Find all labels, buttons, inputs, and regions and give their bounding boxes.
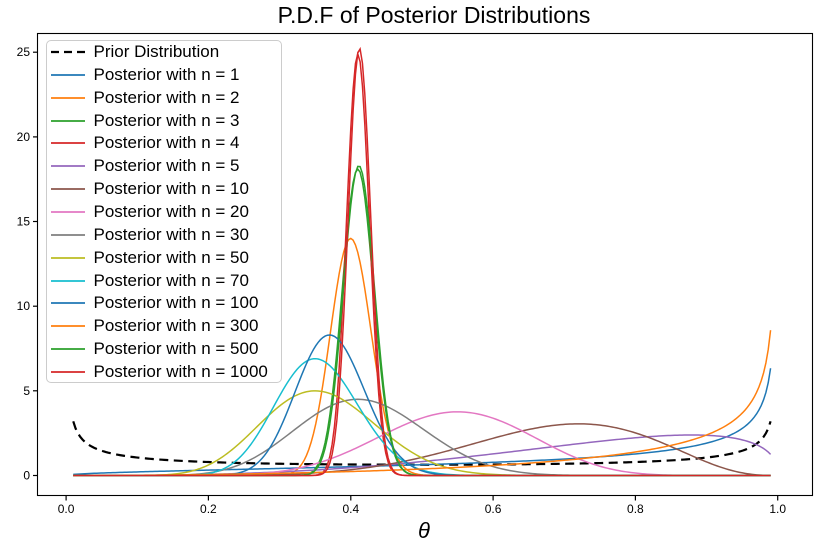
svg-text:1.0: 1.0 — [769, 502, 786, 516]
svg-text:25: 25 — [17, 45, 31, 59]
svg-text:0.6: 0.6 — [485, 502, 502, 516]
svg-text:0.2: 0.2 — [200, 502, 217, 516]
svg-text:0: 0 — [23, 469, 30, 483]
svg-text:0.8: 0.8 — [627, 502, 644, 516]
svg-text:10: 10 — [17, 299, 31, 313]
svg-text:0.0: 0.0 — [58, 502, 75, 516]
svg-text:0.4: 0.4 — [342, 502, 359, 516]
svg-text:20: 20 — [17, 130, 31, 144]
svg-text:15: 15 — [17, 215, 31, 229]
svg-text:5: 5 — [23, 384, 30, 398]
